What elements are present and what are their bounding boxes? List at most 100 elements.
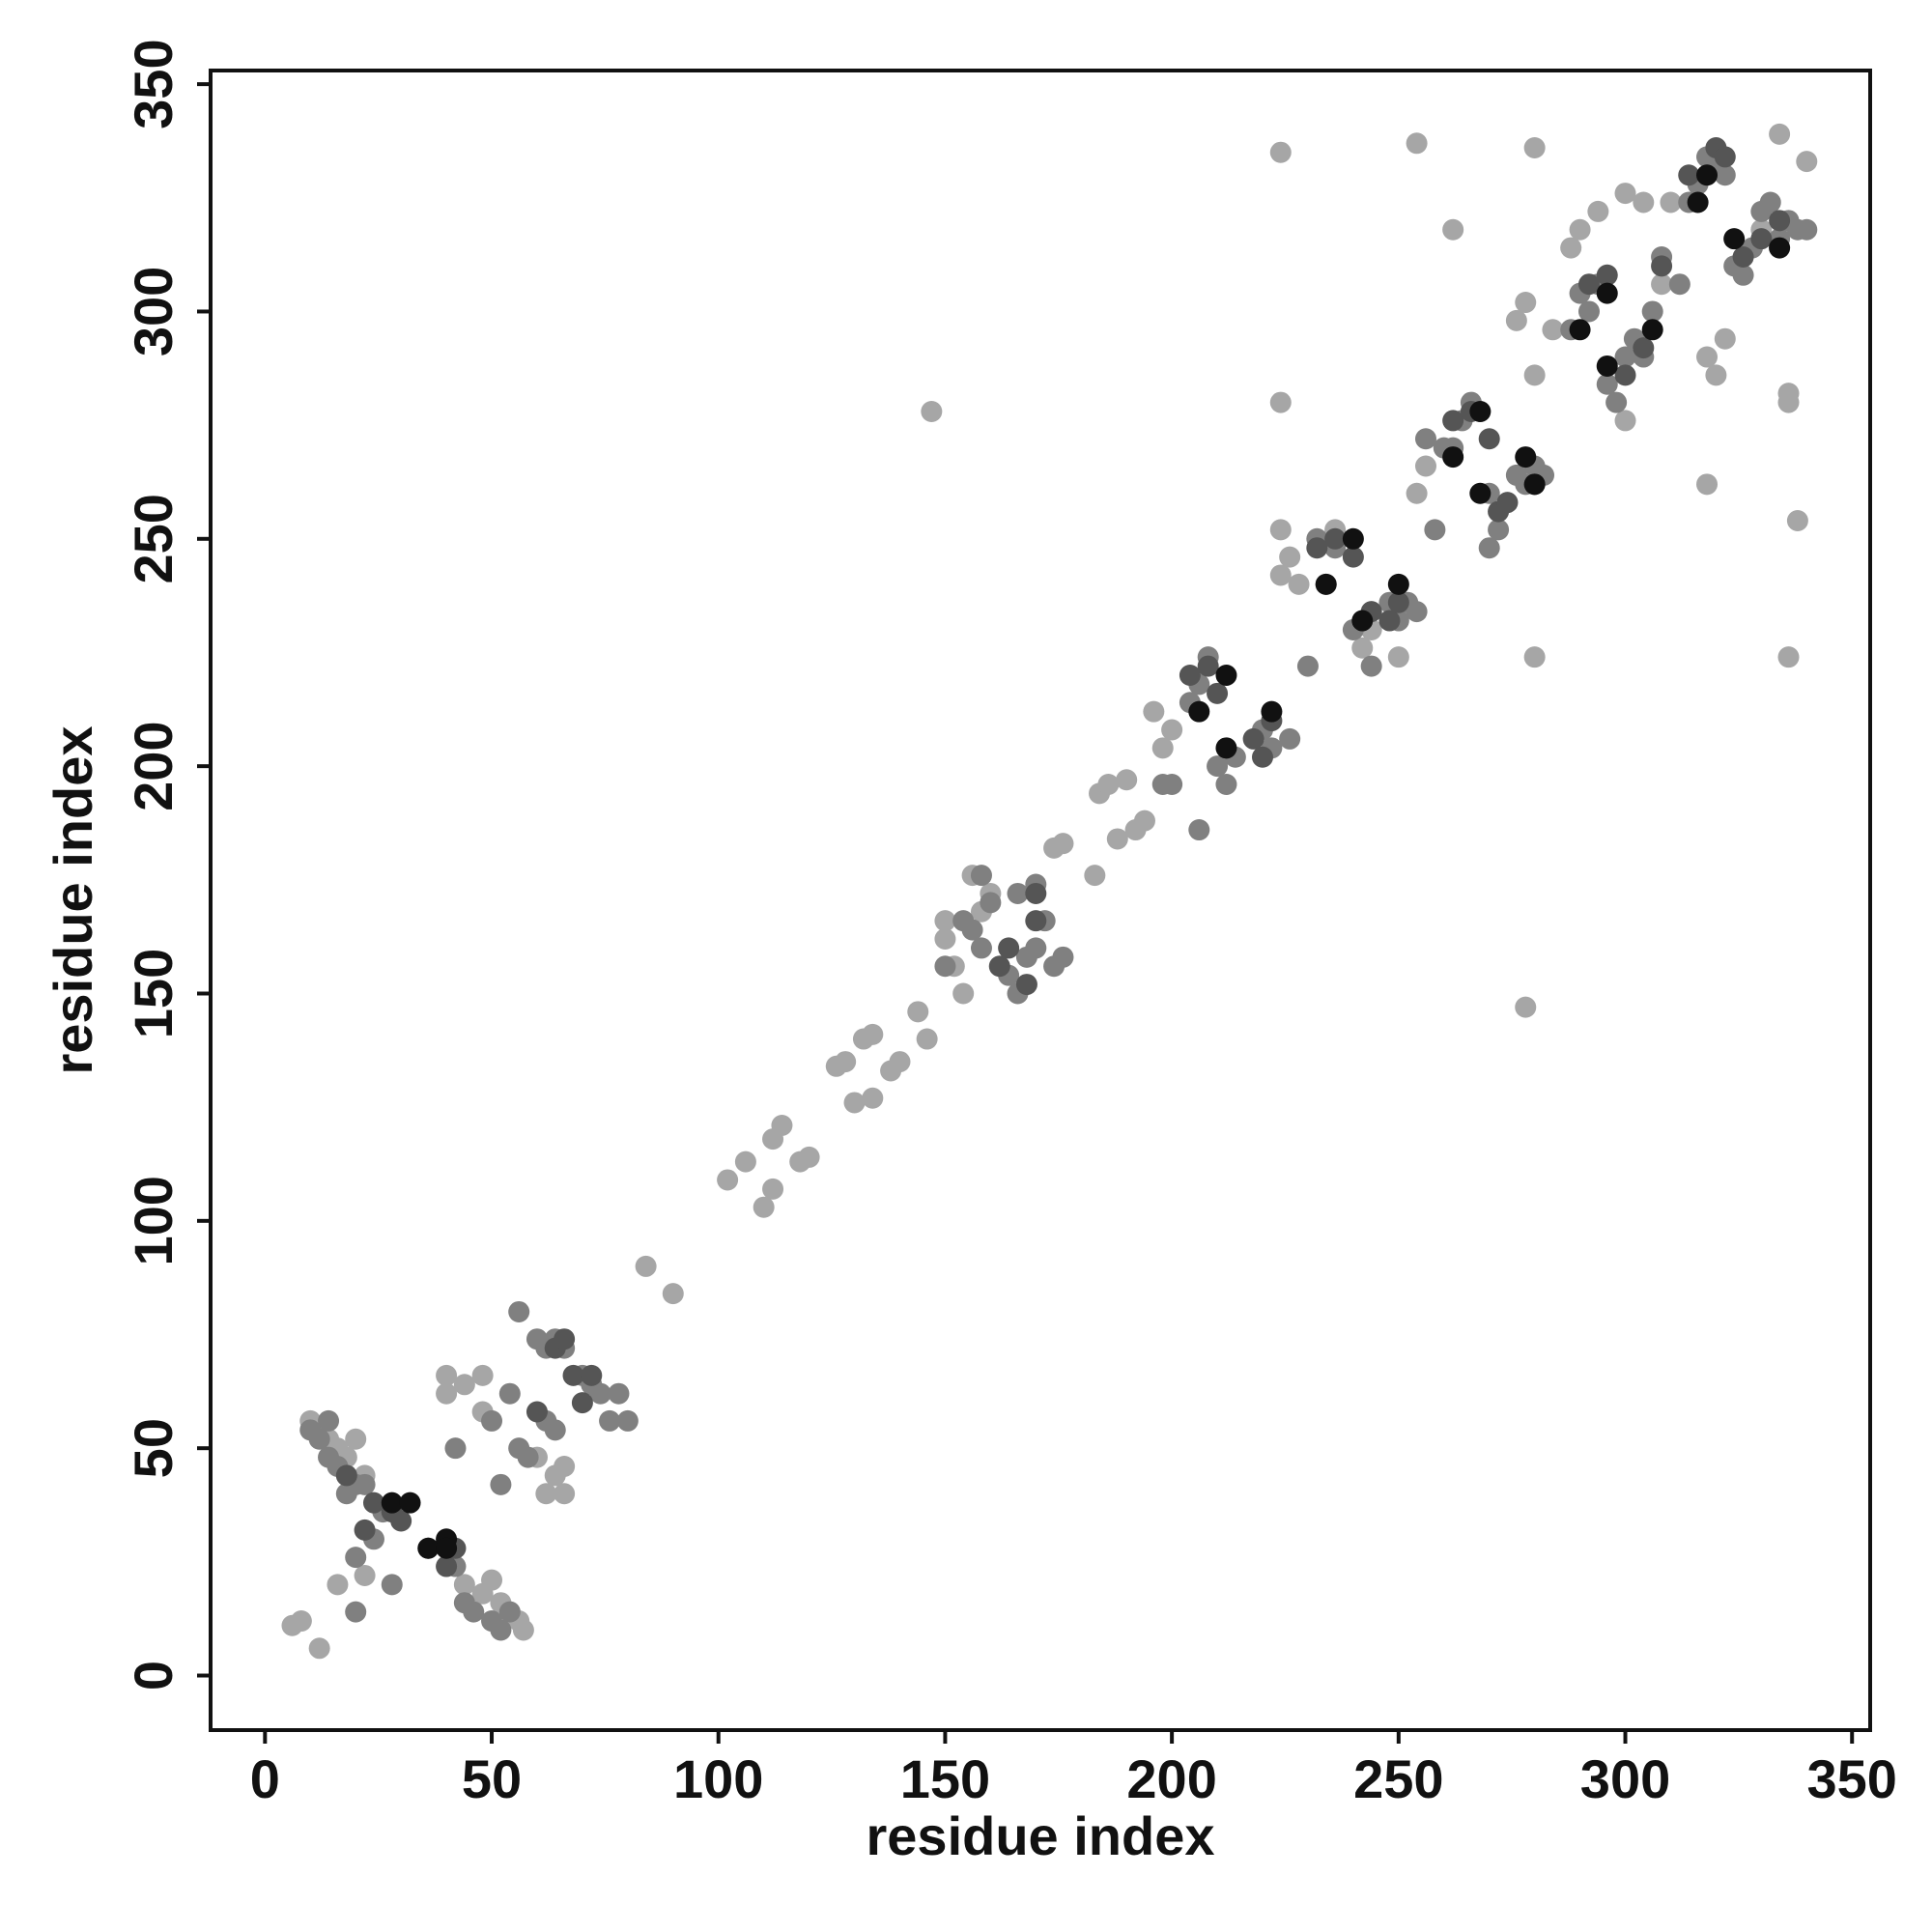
point bbox=[1577, 300, 1600, 323]
x-tick-label: 250 bbox=[1353, 1748, 1443, 1809]
point bbox=[907, 1001, 929, 1023]
point bbox=[1315, 573, 1337, 595]
point bbox=[1215, 773, 1237, 795]
point bbox=[1296, 655, 1319, 677]
x-tick-label: 200 bbox=[1126, 1748, 1216, 1809]
point bbox=[1406, 482, 1428, 504]
point bbox=[444, 1437, 467, 1460]
point bbox=[1351, 610, 1374, 632]
point bbox=[1614, 364, 1636, 386]
point bbox=[362, 1492, 384, 1514]
point bbox=[1786, 509, 1808, 531]
point bbox=[345, 1547, 367, 1569]
y-tick-label: 100 bbox=[123, 1176, 184, 1265]
point bbox=[1360, 655, 1382, 677]
point bbox=[798, 1146, 820, 1168]
point bbox=[1269, 391, 1292, 413]
point bbox=[1633, 191, 1655, 213]
point bbox=[1288, 573, 1310, 595]
y-tick-label: 0 bbox=[123, 1661, 184, 1690]
point bbox=[554, 1483, 576, 1505]
point bbox=[1777, 646, 1800, 668]
point bbox=[327, 1574, 349, 1596]
point bbox=[717, 1169, 739, 1191]
point bbox=[1025, 910, 1047, 932]
point bbox=[1496, 492, 1519, 514]
point bbox=[471, 1364, 494, 1386]
point bbox=[581, 1364, 603, 1386]
point bbox=[1414, 428, 1436, 450]
point bbox=[1523, 364, 1546, 386]
point bbox=[1133, 810, 1155, 832]
point bbox=[1478, 428, 1500, 450]
point bbox=[526, 1401, 548, 1423]
point bbox=[934, 928, 956, 951]
point bbox=[1097, 773, 1120, 795]
point bbox=[1523, 137, 1546, 159]
point bbox=[335, 1464, 357, 1487]
point bbox=[1279, 546, 1301, 568]
x-tick-label: 100 bbox=[673, 1748, 763, 1809]
point bbox=[498, 1382, 521, 1405]
point bbox=[616, 1409, 639, 1432]
point bbox=[544, 1419, 566, 1441]
point bbox=[399, 1492, 421, 1514]
point bbox=[390, 1510, 412, 1532]
point bbox=[1342, 546, 1364, 568]
point bbox=[436, 1537, 458, 1559]
point bbox=[490, 1473, 512, 1495]
point bbox=[753, 1196, 775, 1218]
point bbox=[1633, 337, 1655, 359]
point bbox=[734, 1151, 756, 1173]
point bbox=[889, 1051, 911, 1073]
point bbox=[1252, 746, 1274, 768]
y-tick-label: 300 bbox=[123, 267, 184, 356]
point bbox=[921, 401, 943, 423]
point bbox=[1025, 882, 1047, 904]
point bbox=[453, 1374, 475, 1396]
point bbox=[843, 1092, 866, 1114]
point bbox=[1605, 391, 1628, 413]
point bbox=[1351, 637, 1374, 659]
point bbox=[1515, 446, 1537, 469]
point bbox=[1007, 882, 1029, 904]
point bbox=[354, 1519, 376, 1541]
point bbox=[381, 1574, 403, 1596]
plot-frame bbox=[209, 69, 1872, 1732]
point bbox=[1723, 228, 1746, 250]
point bbox=[381, 1492, 403, 1514]
point bbox=[345, 1428, 367, 1450]
point bbox=[1796, 218, 1818, 241]
point bbox=[508, 1300, 530, 1322]
point bbox=[1387, 591, 1409, 613]
point bbox=[345, 1601, 367, 1623]
point bbox=[988, 955, 1010, 978]
point bbox=[436, 1555, 458, 1577]
point bbox=[1342, 527, 1364, 550]
point bbox=[1242, 727, 1264, 750]
point bbox=[1705, 364, 1727, 386]
point bbox=[1651, 255, 1673, 277]
point bbox=[1269, 519, 1292, 541]
x-tick-label: 50 bbox=[462, 1748, 522, 1809]
point bbox=[1505, 309, 1527, 331]
point bbox=[308, 1637, 330, 1660]
point bbox=[354, 1473, 376, 1495]
point bbox=[608, 1382, 630, 1405]
point bbox=[1324, 527, 1347, 550]
point bbox=[998, 937, 1020, 959]
point bbox=[544, 1464, 566, 1487]
point bbox=[1614, 346, 1636, 368]
point bbox=[463, 1601, 485, 1623]
y-axis-label: residue index bbox=[43, 725, 103, 1074]
point bbox=[1215, 665, 1237, 687]
point bbox=[970, 937, 992, 959]
point bbox=[1750, 228, 1773, 250]
point bbox=[916, 1028, 938, 1050]
point bbox=[318, 1409, 340, 1432]
point bbox=[952, 910, 975, 932]
point bbox=[1424, 519, 1446, 541]
point bbox=[1442, 218, 1464, 241]
point bbox=[1641, 319, 1663, 341]
point bbox=[1596, 282, 1618, 304]
